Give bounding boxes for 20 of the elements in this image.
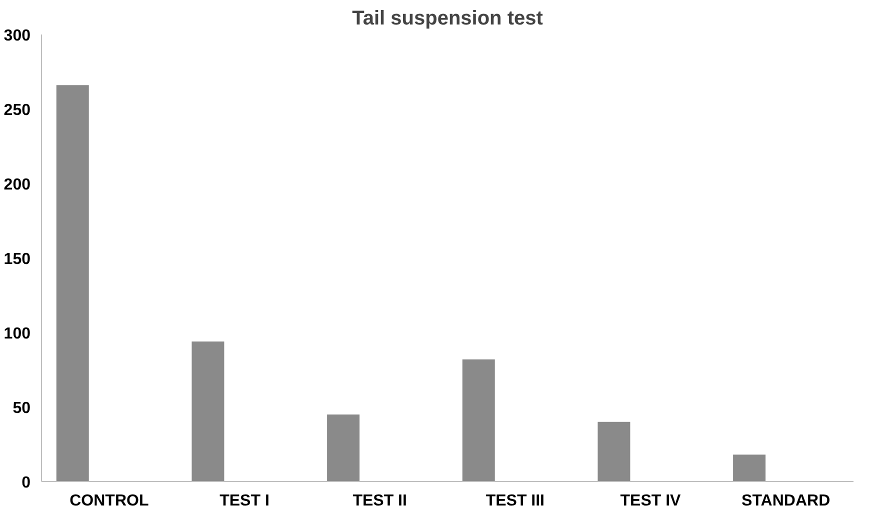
bar xyxy=(192,341,224,482)
y-tick-label: 200 xyxy=(4,176,31,194)
y-tick-label: 100 xyxy=(4,326,31,342)
y-tick-label: 150 xyxy=(4,251,31,268)
chart-title: Tail suspension test xyxy=(352,8,544,30)
x-tick-label: TEST II xyxy=(352,492,407,510)
x-tick-label: TEST I xyxy=(220,492,270,510)
bar xyxy=(327,414,360,482)
x-tick-label: TEST III xyxy=(486,492,545,510)
x-tick-label: TEST IV xyxy=(620,492,682,510)
x-tick-label: STANDARD xyxy=(742,492,830,510)
y-tick-label: 300 xyxy=(4,28,31,44)
bar xyxy=(462,359,495,482)
bar xyxy=(56,85,89,482)
y-tick-label: 50 xyxy=(12,400,31,417)
bar xyxy=(598,422,630,482)
bar xyxy=(733,454,766,482)
y-tick-label: 0 xyxy=(22,474,31,492)
x-tick-label: CONTROL xyxy=(70,492,149,510)
y-tick-label: 250 xyxy=(4,102,31,119)
